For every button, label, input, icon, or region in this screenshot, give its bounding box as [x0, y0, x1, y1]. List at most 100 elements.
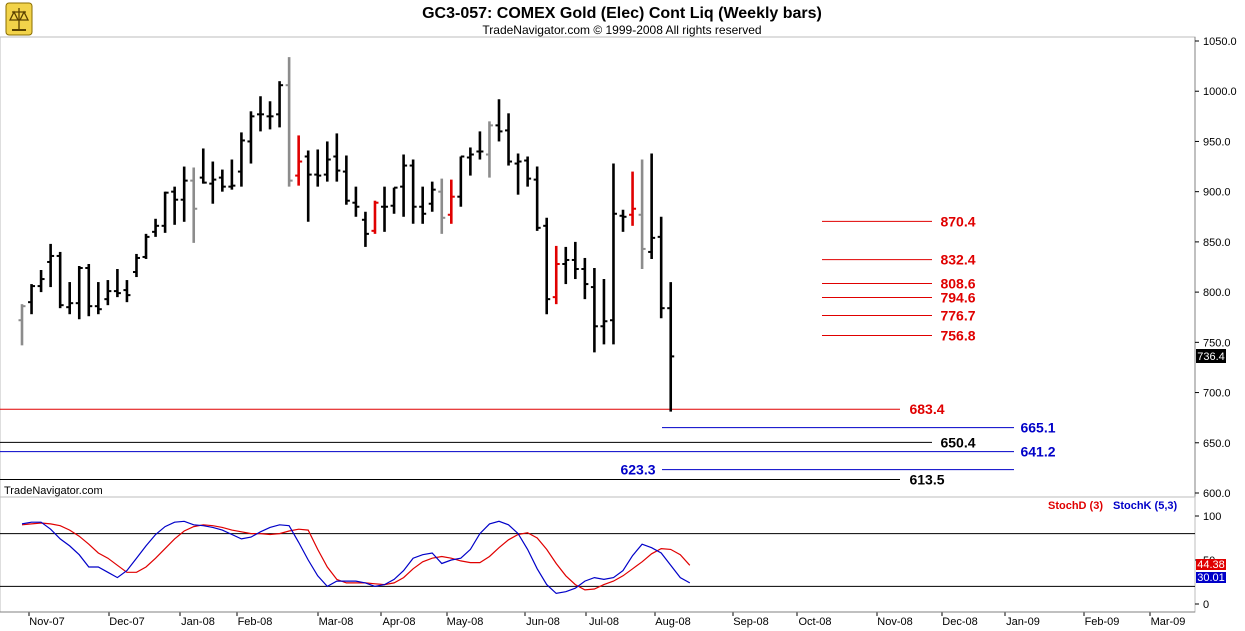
- month-tick-label: Nov-08: [877, 616, 912, 628]
- price-tick-label: 950.0: [1203, 136, 1231, 148]
- price-bar: [466, 147, 474, 176]
- price-bar: [581, 257, 589, 300]
- price-bar: [638, 159, 646, 270]
- chart-title: GC3-057: COMEX Gold (Elec) Cont Liq (Wee…: [422, 5, 822, 22]
- stochastic-levels: [0, 533, 1195, 587]
- price-bar: [562, 246, 570, 285]
- level-label: 794.6: [940, 290, 975, 306]
- month-tick-label: Sep-08: [733, 616, 768, 628]
- price-bar: [85, 263, 93, 317]
- price-bar: [66, 282, 74, 315]
- watermark-text: TradeNavigator.com: [4, 485, 103, 497]
- price-bar: [648, 153, 656, 259]
- price-bar: [524, 156, 532, 187]
- price-tick-label: 800.0: [1203, 287, 1231, 299]
- price-bar: [323, 141, 331, 182]
- price-bar: [37, 270, 45, 293]
- price-bar: [419, 186, 427, 224]
- price-bar: [190, 167, 198, 243]
- month-tick-label: Mar-09: [1151, 616, 1186, 628]
- price-bar: [276, 81, 284, 128]
- price-bar: [113, 269, 121, 298]
- price-bar: [371, 200, 379, 234]
- price-bar: [94, 282, 102, 315]
- level-label: 808.6: [940, 275, 975, 291]
- price-bar: [428, 181, 436, 212]
- price-bar: [400, 154, 408, 217]
- month-tick-label: Dec-08: [942, 616, 977, 628]
- price-bar: [237, 132, 245, 187]
- level-label: 613.5: [909, 471, 944, 487]
- month-tick-label: Jul-08: [589, 616, 619, 628]
- price-bar: [629, 171, 637, 226]
- stochd-last-label: 44.38: [1197, 559, 1225, 571]
- month-tick-label: Oct-08: [798, 616, 831, 628]
- price-bar: [571, 241, 579, 280]
- price-axis: 1050.0 1000.0 950.0 900.0 850.0 800.0 750.0 700…: [1195, 36, 1237, 500]
- month-tick-label: Jun-08: [526, 616, 560, 628]
- price-bar: [257, 96, 264, 132]
- price-bar: [361, 211, 369, 247]
- price-bar: [218, 169, 226, 192]
- price-bar: [132, 253, 140, 278]
- level-label: 776.7: [940, 308, 975, 324]
- price-bar: [28, 284, 36, 315]
- price-bar: [304, 150, 312, 222]
- price-bar: [142, 233, 150, 259]
- price-bar: [457, 155, 465, 207]
- price-bar: [285, 57, 293, 187]
- price-bar: [485, 121, 493, 178]
- price-bar: [171, 186, 179, 225]
- price-bar: [56, 251, 64, 309]
- price-tick-label: 850.0: [1203, 237, 1231, 249]
- price-tick-label: 900.0: [1203, 187, 1231, 199]
- price-tick-label: 650.0: [1203, 438, 1231, 450]
- price-tick-label: 1000.0: [1203, 86, 1237, 98]
- month-tick-label: Jan-09: [1006, 616, 1040, 628]
- chart-subtitle: TradeNavigator.com © 1999-2008 All right…: [482, 23, 761, 37]
- price-bar: [104, 280, 112, 306]
- price-tick-label: 700.0: [1203, 388, 1231, 400]
- price-bar: [505, 113, 513, 166]
- price-bar: [47, 243, 55, 288]
- price-bar: [123, 280, 131, 303]
- price-bar: [199, 148, 207, 184]
- price-bar: [657, 216, 665, 319]
- level-label: 832.4: [940, 252, 975, 268]
- price-bar: [438, 178, 446, 234]
- time-axis: Nov-07 Dec-07 Jan-08 Feb-08 Mar-08 Apr-08 May-…: [0, 611, 1195, 628]
- level-label: 623.3: [620, 462, 655, 478]
- month-tick-label: Jan-08: [181, 616, 215, 628]
- level-label: 756.8: [940, 328, 975, 344]
- price-bar: [476, 131, 484, 160]
- price-bar: [600, 279, 608, 345]
- level-label: 650.4: [940, 434, 975, 450]
- price-bar: [247, 111, 255, 164]
- price-bar: [342, 155, 350, 205]
- price-tick-label: 1050.0: [1203, 36, 1237, 48]
- month-tick-label: Feb-09: [1085, 616, 1120, 628]
- price-bar: [352, 186, 360, 217]
- price-bar: [180, 166, 188, 222]
- price-bars: [18, 57, 675, 412]
- month-tick-label: Mar-08: [319, 616, 354, 628]
- legend-stochk: StochK (5,3): [1113, 500, 1178, 512]
- month-tick-label: Feb-08: [238, 616, 273, 628]
- legend-stochd: StochD (3): [1048, 500, 1103, 512]
- stochk-last-label: 30.01: [1197, 572, 1225, 584]
- price-bar: [161, 191, 169, 233]
- price-bar: [495, 99, 503, 142]
- month-tick-label: Dec-07: [109, 616, 144, 628]
- stoch-series-line: [21, 520, 691, 595]
- level-label: 641.2: [1020, 444, 1055, 460]
- price-bar: [228, 159, 236, 190]
- price-bar: [381, 186, 389, 232]
- price-bar: [447, 179, 455, 224]
- price-bar: [552, 245, 560, 305]
- stochd-last-marker: 44.38: [1196, 559, 1226, 571]
- stoch-tick-label: 100: [1203, 511, 1221, 523]
- price-bar: [18, 304, 26, 346]
- stoch-tick-label: 0: [1203, 599, 1209, 611]
